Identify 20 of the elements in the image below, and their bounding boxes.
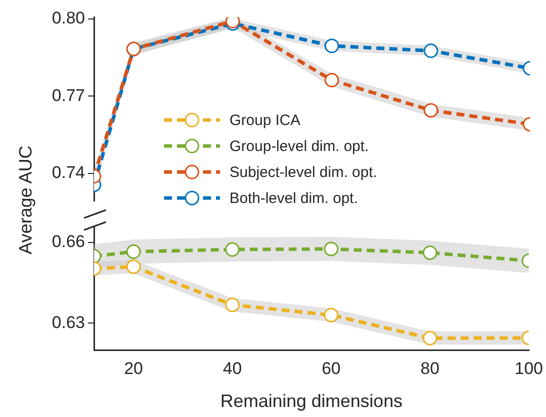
x-axis-title: Remaining dimensions — [220, 391, 402, 412]
y-axis-title: Average AUC — [16, 146, 36, 254]
y-tick-label: 0.77 — [52, 86, 85, 105]
x-tick-label: 20 — [124, 358, 143, 378]
legend-label: Subject-level dim. opt. — [230, 164, 378, 180]
x-tick-label: 100 — [514, 358, 544, 378]
legend-label: Group-level dim. opt. — [230, 138, 369, 154]
x-tick-label: 40 — [222, 358, 242, 378]
y-tick-label: 0.80 — [52, 8, 85, 28]
point — [324, 242, 338, 256]
point — [225, 298, 240, 312]
x-tick-label: 80 — [420, 358, 440, 378]
x-tick-label: 60 — [322, 358, 341, 378]
y-tick-label: 0.74 — [52, 163, 85, 182]
y-tick-label: 0.66 — [52, 232, 85, 252]
point — [225, 242, 240, 257]
point — [324, 308, 338, 322]
y-tick-label: 0.63 — [52, 312, 85, 332]
legend-label: Group ICA — [230, 112, 300, 128]
legend-label: Both-level dim. opt. — [230, 190, 358, 206]
